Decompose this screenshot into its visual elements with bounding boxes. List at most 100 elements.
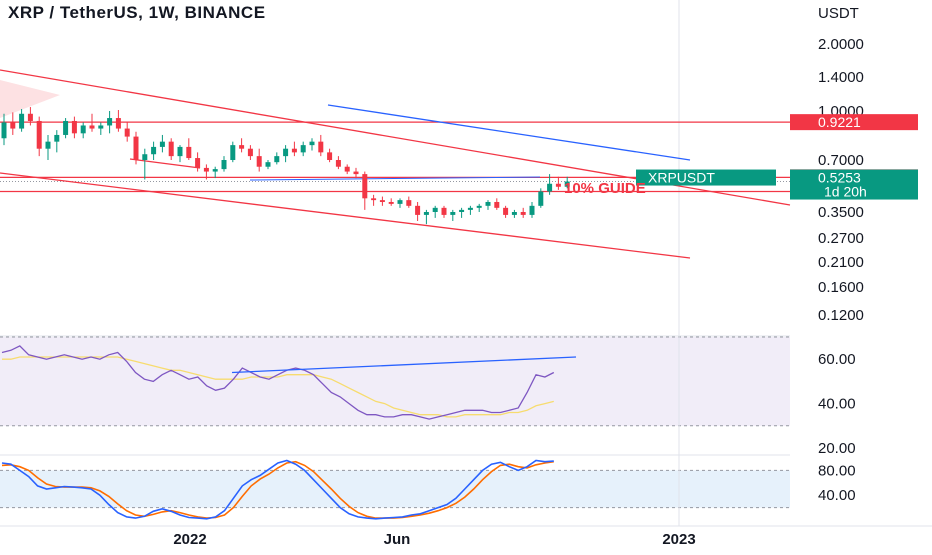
stoch-k-line: [1, 459, 554, 520]
candle-body: [89, 125, 95, 129]
candle-body: [476, 205, 482, 208]
candle-body: [195, 158, 201, 168]
stoch-d-line: [1, 460, 554, 519]
candle-body: [503, 207, 509, 215]
candle-body: [300, 145, 306, 153]
candle-body: [388, 201, 394, 204]
rsi-tick-label: 20.00: [818, 440, 856, 457]
candle-body: [80, 125, 86, 134]
candle-body: [36, 120, 42, 149]
candle-body: [291, 148, 297, 153]
candle-body: [406, 200, 412, 206]
blue-trend-line: [327, 104, 691, 161]
price-tick-label: 0.3500: [818, 204, 864, 221]
candle-body: [115, 118, 121, 129]
drawing-lines[interactable]: [0, 69, 791, 259]
stoch-tick-label: 80.00: [818, 462, 856, 479]
candle-body: [467, 207, 473, 210]
candle-body: [98, 125, 104, 129]
indicator-bands: [0, 336, 790, 509]
candle-body: [379, 200, 385, 202]
candlestick-series[interactable]: [1, 107, 570, 225]
price-tick-label: 0.2700: [818, 230, 864, 247]
candle-body: [54, 134, 60, 142]
candle-body: [485, 201, 491, 206]
candle-body: [203, 167, 209, 172]
candle-body: [547, 183, 553, 192]
candle-body: [520, 212, 526, 215]
price-tick-label: 1.4000: [818, 69, 864, 86]
stoch-tick-label: 40.00: [818, 487, 856, 504]
stoch-band: [0, 470, 790, 508]
candle-body: [423, 212, 429, 215]
rsi-panel[interactable]: [1, 345, 577, 420]
candle-body: [212, 169, 218, 172]
rsi-ma-line: [2, 356, 554, 418]
candle-body: [168, 141, 174, 157]
candle-body: [177, 146, 183, 157]
currency-label: USDT: [818, 5, 859, 22]
rsi-trend-line: [231, 356, 577, 374]
candle-body: [564, 181, 570, 187]
candle-body: [71, 120, 77, 134]
candle-body: [45, 141, 51, 149]
candle-body: [27, 113, 33, 121]
current-symbol: XRPUSDT: [648, 170, 715, 186]
price-tick-label: 2.0000: [818, 36, 864, 53]
rsi-tick-label: 60.00: [818, 351, 856, 368]
candle-body: [124, 128, 130, 137]
guide-annotation: 10% GUIDE: [564, 180, 646, 197]
time-tick-label: Jun: [384, 531, 411, 548]
candle-body: [274, 156, 280, 163]
candle-body: [362, 174, 368, 199]
candle-body: [107, 118, 113, 126]
candle-body: [256, 156, 262, 167]
candle-body: [494, 201, 500, 208]
candle-body: [159, 141, 165, 147]
candle-body: [555, 183, 561, 187]
candle-body: [133, 136, 139, 160]
candle-body: [239, 145, 245, 149]
candle-body: [371, 198, 377, 201]
candle-body: [142, 154, 148, 160]
candle-body: [19, 113, 25, 129]
candle-body: [265, 162, 271, 167]
channel-lower-line: [0, 172, 691, 259]
rsi-line: [1, 345, 555, 420]
grid-lines: [0, 0, 932, 527]
rsi-tick-label: 40.00: [818, 396, 856, 413]
candle-body: [335, 160, 341, 167]
price-tick-label: 0.1200: [818, 307, 864, 324]
candle-body: [186, 146, 192, 159]
price-tick-label: 0.7000: [818, 152, 864, 169]
candle-body: [459, 209, 465, 212]
candle-body: [511, 212, 517, 215]
stochastic-panel[interactable]: [1, 459, 554, 520]
candle-body: [318, 141, 324, 153]
pattern-shading: [0, 80, 60, 118]
countdown-timer: 1d 20h: [824, 184, 867, 200]
time-tick-label: 2022: [173, 531, 206, 548]
candle-body: [432, 207, 438, 212]
candle-body: [529, 205, 535, 215]
candle-body: [538, 191, 544, 206]
candle-body: [151, 146, 157, 155]
price-label-text: 0.9221: [818, 114, 861, 130]
time-axis[interactable]: 2022 Jun 2023: [173, 531, 695, 548]
candle-body: [353, 171, 359, 175]
candle-body: [230, 145, 236, 160]
current-price-badge: XRPUSDT 0.5253 1d 20h: [636, 169, 918, 200]
candle-body: [1, 122, 7, 139]
candle-body: [450, 212, 456, 215]
candle-body: [283, 148, 289, 157]
candle-body: [63, 120, 69, 135]
rsi-band: [0, 337, 790, 426]
chart-title: XRP / TetherUS, 1W, BINANCE: [8, 3, 266, 22]
candle-body: [397, 200, 403, 204]
candle-body: [441, 207, 447, 215]
candle-body: [247, 148, 253, 157]
support-segment: [129, 158, 201, 169]
